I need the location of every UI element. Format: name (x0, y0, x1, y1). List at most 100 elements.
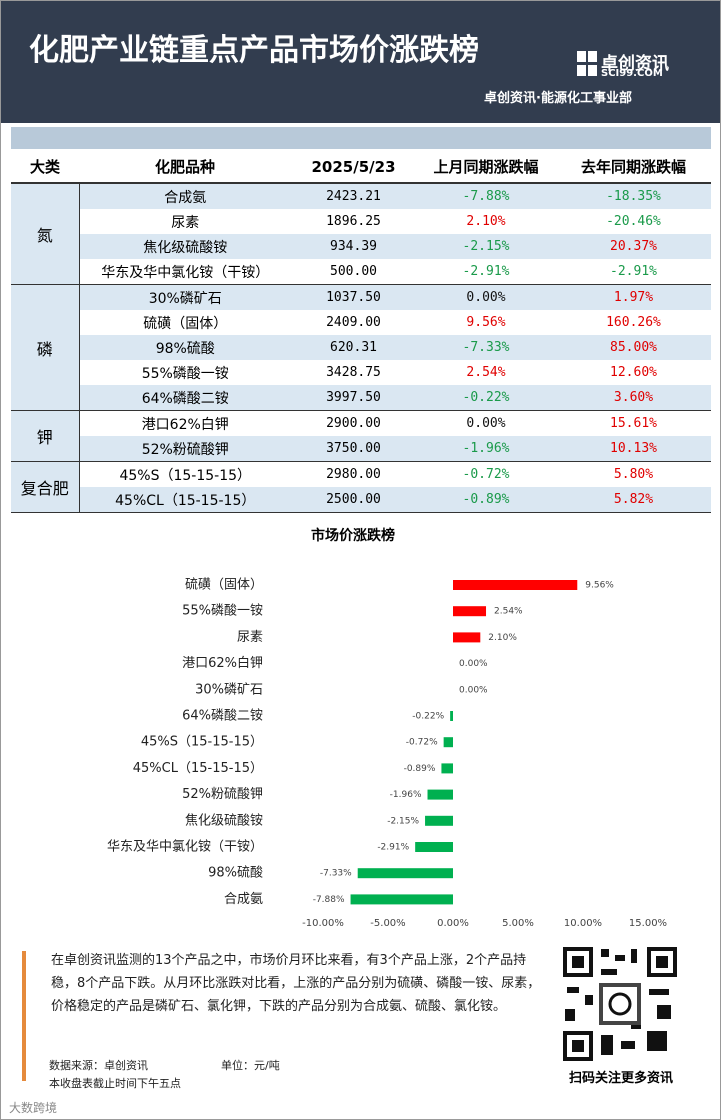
table-row: 钾 港口62%白钾 2900.00 0.00% 15.61% (11, 410, 711, 462)
qr-code (561, 945, 679, 1063)
product-cell: 45%CL（15-15-15） (79, 487, 291, 513)
category-cell: 复合肥 (11, 461, 80, 513)
product-cell: 合成氨 (164, 189, 207, 206)
bar (357, 868, 453, 879)
change-cell: 15.61% (610, 416, 657, 431)
data-label: -7.33% (320, 869, 352, 879)
category-cell: 钾 (11, 410, 80, 462)
data-label: -0.89% (404, 764, 436, 774)
y-tick-label: 港口62%白钾 (182, 655, 263, 671)
data-label: 0.00% (459, 685, 488, 695)
table-header: 大类 化肥品种 2025/5/23 上月同期涨跌幅 去年同期涨跌幅 (11, 151, 711, 184)
change-cell: 2.54% (466, 365, 506, 380)
table-row: 焦化级硫酸铵 934.39 -2.15% 20.37% (11, 234, 711, 259)
x-tick-label: 5.00% (502, 918, 534, 929)
change-cell: 5.82% (556, 487, 711, 513)
y-tick-label: 硫磺（固体） (185, 578, 263, 593)
table-row: 尿素 1896.25 2.10% -20.46% (11, 209, 711, 234)
change-cell: 3.60% (556, 385, 711, 411)
data-label: -7.88% (313, 895, 345, 905)
y-tick-label: 华东及华中氯化铵（干铵） (107, 840, 263, 855)
price-cell: 620.31 (330, 340, 377, 355)
data-label: -0.22% (412, 712, 444, 722)
bar (415, 842, 453, 852)
table-row: 52%粉硫酸钾 3750.00 -1.96% 10.13% (11, 436, 711, 462)
logo-domain: SCI99.COM (601, 68, 663, 79)
data-label: 0.00% (459, 659, 488, 669)
change-cell: -1.96% (416, 436, 556, 462)
product-cell: 30%磷矿石 (148, 290, 222, 307)
data-label: 2.54% (494, 607, 523, 617)
category-cell: 磷 (11, 284, 80, 411)
note: 本收盘表截止时间下午五点 (49, 1077, 181, 1090)
table-row: 氮 合成氨 2423.21 -7.88% -18.35% (11, 183, 711, 285)
qr-caption: 扫码关注更多资讯 (568, 1071, 673, 1086)
header: 化肥产业链重点产品市场价涨跌榜 卓创资讯 SCI99.COM 卓创资讯·能源化工… (1, 1, 720, 123)
product-cell: 港口62%白钾 (141, 416, 229, 433)
y-tick-label: 45%S（15-15-15） (141, 735, 263, 750)
data-label: 2.10% (488, 633, 517, 643)
change-cell: -18.35% (606, 189, 661, 204)
watermark: 大数跨境 (9, 1101, 58, 1115)
bar (453, 580, 578, 590)
y-tick-label: 尿素 (237, 630, 263, 645)
x-tick-label: -10.00% (302, 918, 344, 929)
bar (453, 606, 487, 617)
price-cell: 3428.75 (326, 365, 381, 380)
price-cell: 2423.21 (326, 189, 381, 204)
summary: 在卓创资讯监测的13个产品之中，市场价月环比来看，有3个产品上涨，2个产品持稳，… (51, 953, 541, 1014)
change-cell: 20.37% (610, 239, 657, 254)
header-strip (11, 127, 711, 149)
price-cell: 500.00 (291, 259, 416, 285)
price-cell: 1037.50 (326, 290, 381, 305)
price-cell: 2980.00 (326, 467, 381, 482)
product-cell: 硫磺（固体） (143, 315, 228, 332)
logo-name: 卓创资讯 (601, 54, 669, 74)
change-cell: -20.46% (606, 214, 661, 229)
table-row: 98%硫酸 620.31 -7.33% 85.00% (11, 335, 711, 360)
bar (427, 789, 453, 800)
source: 数据来源：卓创资讯 (49, 1059, 148, 1072)
y-tick-label: 98%硫酸 (208, 866, 263, 881)
category-cell: 氮 (11, 183, 80, 285)
change-cell: 0.00% (466, 416, 506, 431)
unit: 单位：元/吨 (221, 1059, 280, 1072)
page-title: 化肥产业链重点产品市场价涨跌榜 (29, 33, 479, 68)
product-cell: 45%S（15-15-15） (119, 467, 252, 484)
product-cell: 焦化级硫酸铵 (143, 239, 228, 256)
change-cell: 1.97% (613, 290, 654, 305)
price-cell: 3997.50 (291, 385, 416, 411)
table-row: 复合肥 45%S（15-15-15） 2980.00 -0.72% 5.80% (11, 461, 711, 513)
product-cell: 64%磷酸二铵 (79, 385, 291, 411)
data-label: 9.56% (585, 581, 614, 591)
bar (441, 763, 453, 774)
change-cell: 85.00% (610, 340, 657, 355)
change-cell: 160.26% (606, 315, 661, 330)
change-cell: 2.10% (466, 214, 506, 229)
chart-title: 市场价涨跌榜 (311, 527, 395, 544)
change-cell: 10.13% (556, 436, 711, 462)
column-header: 大类 (11, 151, 79, 184)
change-cell: -0.72% (462, 467, 510, 482)
change-cell: 0.00% (466, 290, 506, 305)
x-tick-label: 15.00% (629, 918, 667, 929)
x-tick-label: 0.00% (437, 918, 469, 929)
column-header: 去年同期涨跌幅 (556, 151, 711, 184)
column-header: 2025/5/23 (291, 151, 416, 184)
change-cell: -2.91% (416, 259, 556, 285)
price-cell: 3750.00 (291, 436, 416, 462)
table-row: 45%CL（15-15-15） 2500.00 -0.89% 5.82% (11, 487, 711, 513)
product-cell: 98%硫酸 (155, 340, 215, 357)
column-header: 化肥品种 (79, 151, 291, 184)
product-cell: 华东及华中氯化铵（干铵） (79, 259, 291, 285)
price-cell: 1896.25 (326, 214, 381, 229)
y-tick-label: 64%磷酸二铵 (182, 709, 263, 724)
data-label: -0.72% (406, 738, 438, 748)
data-label: -1.96% (390, 790, 422, 800)
y-tick-label: 30%磷矿石 (195, 682, 263, 697)
price-cell: 2409.00 (326, 315, 381, 330)
bar (350, 894, 453, 905)
table-row: 硫磺（固体） 2409.00 9.56% 160.26% (11, 310, 711, 335)
change-cell: -0.89% (416, 487, 556, 513)
